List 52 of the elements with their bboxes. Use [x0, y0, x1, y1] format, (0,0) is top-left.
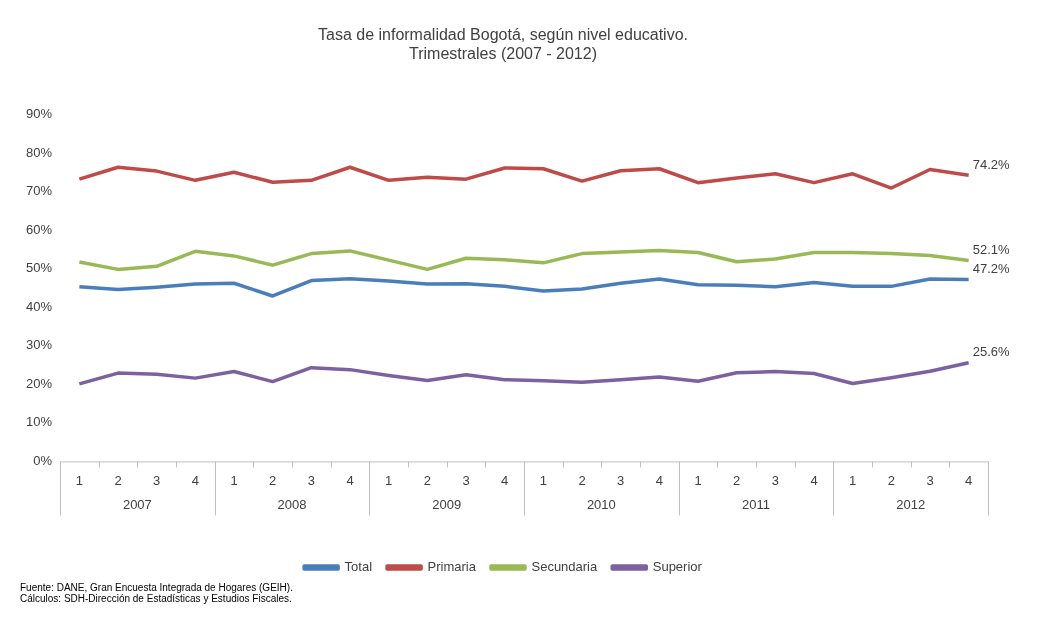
x-tick-label: 1	[694, 472, 702, 488]
x-tick-label: 2	[114, 472, 122, 488]
x-tick-label: 3	[307, 472, 315, 488]
y-tick-label: 0%	[33, 452, 53, 468]
y-tick-label: 20%	[25, 375, 53, 391]
x-tick-label: 3	[153, 472, 161, 488]
text: 2008	[277, 496, 307, 512]
data-label: 74.2%	[972, 156, 1010, 172]
x-tick-label: 2	[269, 472, 277, 488]
x-tick-label: 3	[617, 472, 625, 488]
x-tick-label: 3	[462, 472, 470, 488]
y-tick-label: 40%	[25, 298, 53, 314]
x-tick-label: 1	[849, 472, 857, 488]
source-note: Fuente: DANE, Gran Encuesta Integrada de Hogares (GEIH).	[20, 581, 293, 593]
y-tick-label: 80%	[25, 144, 53, 160]
x-tick-label: 2	[578, 472, 586, 488]
data-label: 52.1%	[972, 242, 1010, 258]
legend-label: Total	[344, 559, 373, 575]
y-tick-label: 90%	[25, 105, 53, 121]
chart-subtitle: Trimestrales (2007 - 2012)	[409, 45, 597, 63]
text: 2011	[742, 496, 770, 512]
x-tick-label: 4	[191, 472, 199, 488]
x-tick-label: 4	[965, 472, 973, 488]
x-tick-label: 4	[810, 472, 818, 488]
y-tick-label: 30%	[25, 337, 53, 353]
legend-label: Superior	[652, 559, 703, 575]
text: 2009	[432, 496, 462, 512]
x-tick-label: 1	[539, 472, 547, 488]
text: 2010	[586, 496, 616, 512]
x-tick-label: 3	[771, 472, 779, 488]
y-tick-label: 50%	[25, 260, 53, 276]
x-tick-label: 2	[887, 472, 895, 488]
y-tick-label: 70%	[25, 183, 53, 199]
data-label: 25.6%	[972, 344, 1010, 360]
text: 2012	[896, 496, 926, 512]
x-tick-label: 4	[501, 472, 509, 488]
x-tick-label: 2	[733, 472, 741, 488]
data-label: 47.2%	[972, 261, 1010, 276]
x-tick-label: 1	[230, 472, 238, 488]
legend-label: Secundaria	[531, 559, 599, 575]
x-tick-label: 4	[346, 472, 354, 488]
x-tick-label: 2	[423, 472, 431, 488]
x-tick-label: 1	[385, 472, 393, 488]
y-tick-label: 60%	[25, 221, 53, 237]
x-tick-label: 4	[655, 472, 663, 488]
y-tick-label: 10%	[25, 414, 53, 430]
text: 2007	[122, 496, 152, 512]
x-tick-label: 3	[926, 472, 934, 488]
legend-label: Primaria	[427, 559, 477, 575]
chart-title: Tasa de informalidad Bogotá, según nivel educativo.	[317, 26, 689, 44]
x-tick-label: 1	[75, 472, 83, 488]
text: Cálculos: SDH-Dirección de Estadísticas y Estudios Fiscales.	[20, 592, 292, 604]
